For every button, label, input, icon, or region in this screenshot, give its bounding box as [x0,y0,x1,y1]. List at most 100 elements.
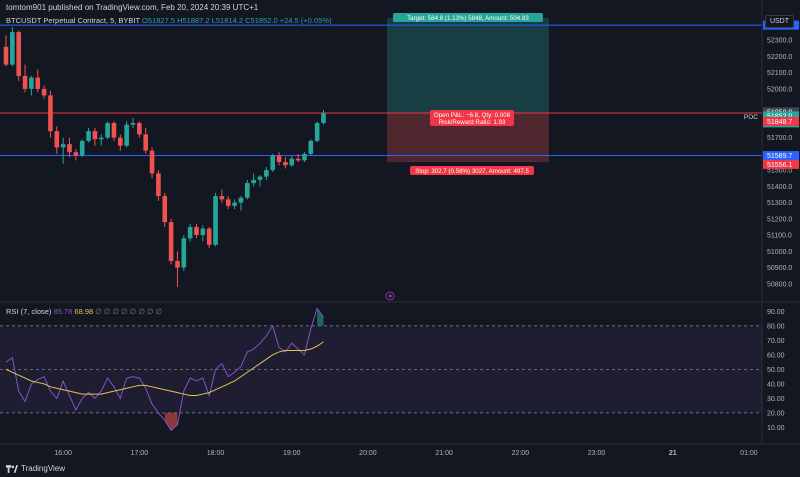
rsi-tick-label: 90.00 [767,309,785,316]
candle-body [314,123,320,141]
candle-body [41,88,47,96]
rsi-ma-value: 68.98 [74,307,94,316]
price-tick-label: 50900.0 [767,265,792,272]
rsi-tick-label: 60.00 [767,352,785,359]
footer: TradingView [6,464,65,473]
candle-body [35,77,41,89]
candle-body [187,226,193,239]
rsi-legend: RSI (7, close) 85.78 68.98 ∅ ∅ ∅ ∅ ∅ ∅ ∅… [6,307,162,316]
stop-label-bg [410,166,534,175]
price-tick-label: 52100.0 [767,70,792,77]
rsi-ma-line [5,341,324,397]
candle-body [206,228,212,245]
publisher-line: tomtom901 published on TradingView.com, … [6,3,259,12]
ohlc-open: O51827.5 [142,16,175,25]
candle-body [98,137,104,140]
candle-body [295,158,301,161]
level-badge-51589: 51589.7 [767,153,792,160]
candle-body [162,196,168,223]
rsi-tick-label: 20.00 [767,410,785,417]
time-tick-label: 20:00 [359,450,377,457]
price-tick-label: 50800.0 [767,281,792,288]
rsi-value: 85.78 [53,307,73,316]
symbol-title[interactable]: BTCUSDT Perpetual Contract, 5, BYBIT [6,16,140,25]
target-label-bg [392,13,543,22]
candle-body [302,153,307,161]
candle-body [289,158,295,166]
candle-body [264,170,269,177]
candle-body [137,123,142,135]
rsi-oversold-fill [164,412,178,431]
candle-body [175,261,180,268]
time-tick-label: 23:00 [588,450,606,457]
candle-body [225,199,231,206]
candle-body [251,179,256,184]
time-tick-label: 17:00 [131,450,149,457]
pnl-label-bg [430,110,514,126]
time-tick-label: 21 [669,450,677,457]
level-badge-51556-bg [763,159,799,169]
stop-label-text: Stop: 302.7 (0.58%) 3027, Amount: 497.5 [415,168,529,175]
time-tick-label: 21:00 [435,450,453,457]
pnl-label-text: Open P&L: −6.8, Qty: 0.008 [434,112,511,119]
candle-body [130,123,136,125]
candle-body [238,197,244,203]
price-tick-label: 51200.0 [767,216,792,223]
time-tick-label: 01:00 [740,450,758,457]
candle-body [86,131,91,141]
ohlc-low: L51814.2 [211,16,244,25]
candle-body [29,77,34,89]
candle-body [245,183,250,198]
level-badge-51589-bg [763,151,799,161]
candle-body [200,228,206,236]
candle-body [124,124,129,146]
level-badge-51848-bg [763,116,799,126]
price-tick-label: 52200.0 [767,54,792,61]
candle-body [10,32,15,65]
candle-body [73,152,79,156]
alert-marker-bolt [388,293,392,299]
rsi-tick-label: 70.00 [767,338,785,345]
candle-body [48,95,53,132]
target-zone [387,18,549,113]
pnl-label-text: Risk/Reward Ratio: 1.93 [439,119,506,126]
candle-body [149,150,155,174]
level-badge-51556: 51556.1 [767,162,792,169]
ohlc-close: C51852.0 [245,16,278,25]
time-tick-label: 22:00 [512,450,530,457]
price-tick-label: 51700.0 [767,135,792,142]
tradingview-logo-icon [6,464,18,473]
stop-label: Stop: 302.7 (0.58%) 3027, Amount: 497.5 [410,166,534,175]
candle-body [219,196,225,200]
candle-body [54,131,60,148]
price-tick-label: 51300.0 [767,200,792,207]
candle-body [270,155,275,171]
candle-body [60,144,66,148]
candle-body [79,140,85,156]
rsi-title[interactable]: RSI (7, close) [6,307,52,316]
candle-body [105,123,110,138]
candle-body [92,131,98,140]
candle-body [143,134,148,151]
ohlc-high: H51887.2 [177,16,210,25]
candle-body [321,112,326,124]
time-tick-label: 16:00 [54,450,72,457]
rsi-tick-label: 50.00 [767,367,785,374]
candle-body [308,140,314,154]
alert-marker-ring [385,291,395,301]
candle-body [67,144,72,153]
candle-body [283,162,288,166]
candle-body [118,137,123,146]
candle-body [213,196,218,245]
target-label: Target: 584.8 (1.13%) 5848, Amount: 504.… [392,13,543,22]
currency-button[interactable]: USDT [764,15,794,28]
rsi-tick-label: 80.00 [767,323,785,330]
candle-body [232,202,237,206]
candle-body [22,75,28,89]
current-price-badge: 51852.0 [767,113,792,120]
price-tick-label: 52000.0 [767,86,792,93]
time-tick-label: 18:00 [207,450,225,457]
price-tick-label: 51500.0 [767,168,792,175]
